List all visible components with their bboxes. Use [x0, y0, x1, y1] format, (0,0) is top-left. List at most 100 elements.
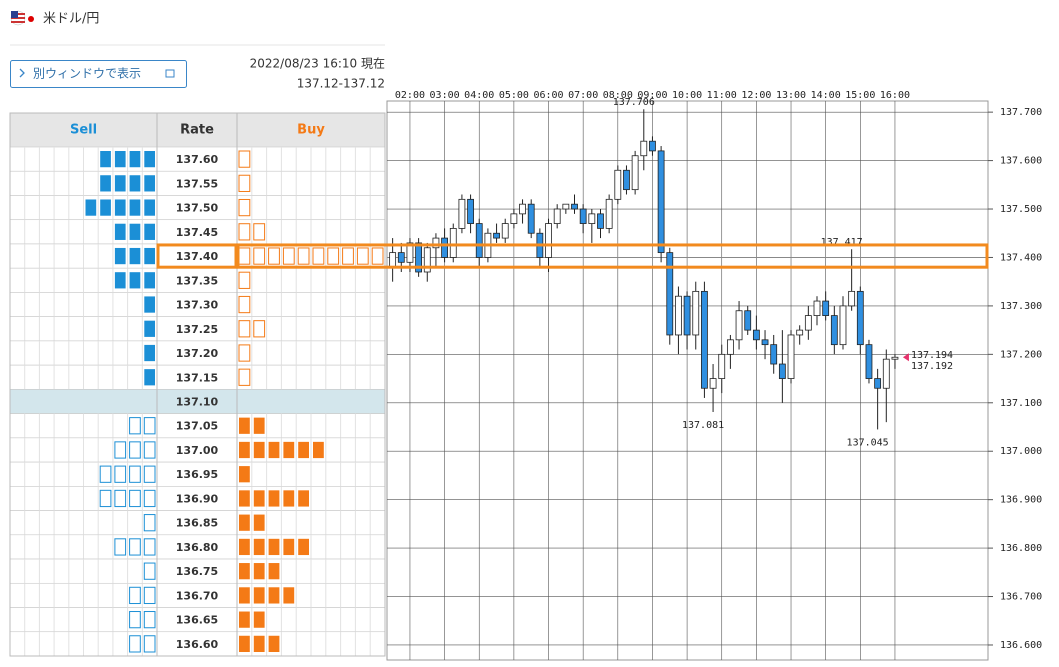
- buy-block: [298, 441, 309, 459]
- rate-label: 137.05: [176, 420, 218, 433]
- candle-body: [726, 339, 734, 355]
- row-bg: [9, 558, 386, 584]
- y-tick-label: 137.400: [1000, 252, 1042, 263]
- rate-label: 137.20: [176, 347, 219, 360]
- sell-block: [114, 441, 127, 459]
- x-tick-label: 16:00: [880, 90, 910, 101]
- rate-label: 136.70: [176, 589, 219, 602]
- button-label[interactable]: 別ウィンドウで表示: [33, 67, 141, 81]
- sell-block: [143, 441, 156, 459]
- buy-block: [239, 587, 250, 604]
- sell-block: [143, 611, 156, 629]
- x-tick-label: 10:00: [672, 90, 702, 101]
- buy-block: [253, 490, 265, 507]
- candle-body: [475, 223, 483, 258]
- x-tick-label: 13:00: [776, 90, 806, 101]
- sell-block: [143, 635, 156, 653]
- candle-body: [588, 213, 596, 224]
- price-annotation: 137.417: [821, 237, 863, 248]
- row-bg: [9, 389, 386, 414]
- sell-block: [129, 175, 141, 192]
- candle-body: [510, 213, 518, 224]
- candle-body: [432, 237, 440, 249]
- buy-block: [239, 514, 250, 531]
- buy-block: [298, 490, 309, 507]
- rate-label: 136.95: [176, 468, 218, 481]
- y-tick-label: 136.900: [1000, 495, 1042, 506]
- buy-block: [253, 417, 265, 434]
- sell-block: [100, 175, 111, 192]
- order-book: Sell Rate Buy 137.60 137.55 137.50 137.45 137.4…: [9, 112, 386, 657]
- buy-block: [238, 271, 251, 289]
- buy-block: [239, 466, 250, 483]
- candle-body: [752, 329, 760, 341]
- row-bg: [9, 340, 386, 366]
- sell-block: [143, 514, 156, 532]
- sell-block: [114, 465, 127, 483]
- candle-body: [640, 140, 648, 157]
- book-border: [9, 112, 386, 657]
- candle-body: [709, 378, 717, 389]
- sell-block: [129, 223, 141, 240]
- buy-block: [239, 441, 250, 459]
- candle-body: [397, 252, 405, 263]
- rate-label: 137.10: [176, 396, 219, 409]
- candle-body: [571, 203, 578, 210]
- buy-block: [297, 247, 310, 265]
- buy-block: [238, 344, 251, 362]
- buy-block: [239, 417, 250, 434]
- candle-body: [856, 290, 864, 346]
- candle-body: [415, 242, 423, 273]
- candle-body: [882, 358, 890, 389]
- rate-label: 137.00: [176, 444, 219, 457]
- rate-label: 137.50: [176, 202, 219, 215]
- column-header: Rate: [180, 123, 214, 138]
- x-tick-label: 09:00: [637, 90, 667, 101]
- y-tick-label: 136.700: [1000, 592, 1042, 603]
- buy-block: [253, 514, 265, 531]
- buy-block: [253, 563, 265, 580]
- last-price-label: 137.194: [911, 350, 953, 361]
- sell-block: [129, 151, 141, 168]
- buy-block: [238, 320, 251, 338]
- buy-block: [268, 587, 280, 604]
- buy-block: [239, 611, 250, 628]
- new-window-button[interactable]: 別ウィンドウで表示: [10, 60, 187, 88]
- buy-block: [268, 441, 280, 459]
- buy-block: [238, 223, 251, 241]
- sell-block: [129, 586, 141, 605]
- sell-block: [144, 369, 155, 386]
- sell-block: [114, 199, 126, 216]
- sell-block: [143, 417, 156, 435]
- sell-block: [114, 223, 126, 240]
- candle-body: [501, 223, 509, 239]
- rate-label: 137.35: [176, 274, 218, 287]
- candle-body: [545, 223, 552, 258]
- candle-body: [389, 252, 397, 268]
- row-bg: [9, 486, 386, 511]
- buy-block: [253, 611, 265, 628]
- buy-block: [253, 247, 266, 265]
- buy-block: [283, 587, 295, 604]
- row-bg: [9, 146, 386, 172]
- sell-block: [129, 417, 141, 435]
- price-annotation: 137.706: [613, 97, 655, 108]
- sell-block: [85, 199, 97, 216]
- rate-label: 136.75: [176, 565, 218, 578]
- column-header: Sell: [70, 123, 97, 138]
- candle-body: [449, 227, 457, 258]
- candle-body: [692, 290, 700, 336]
- sell-block: [129, 441, 141, 459]
- y-tick-label: 137.100: [1000, 398, 1042, 409]
- rate-label: 136.60: [176, 638, 219, 651]
- sell-block: [144, 296, 155, 313]
- sell-block: [99, 489, 112, 508]
- candle-body: [804, 315, 812, 331]
- sell-block: [144, 344, 155, 362]
- buy-block: [239, 635, 250, 652]
- candle-body: [848, 290, 856, 307]
- buy-block: [268, 247, 280, 265]
- x-tick-label: 04:00: [464, 90, 494, 101]
- sell-block: [129, 247, 141, 265]
- candle-body: [683, 295, 691, 336]
